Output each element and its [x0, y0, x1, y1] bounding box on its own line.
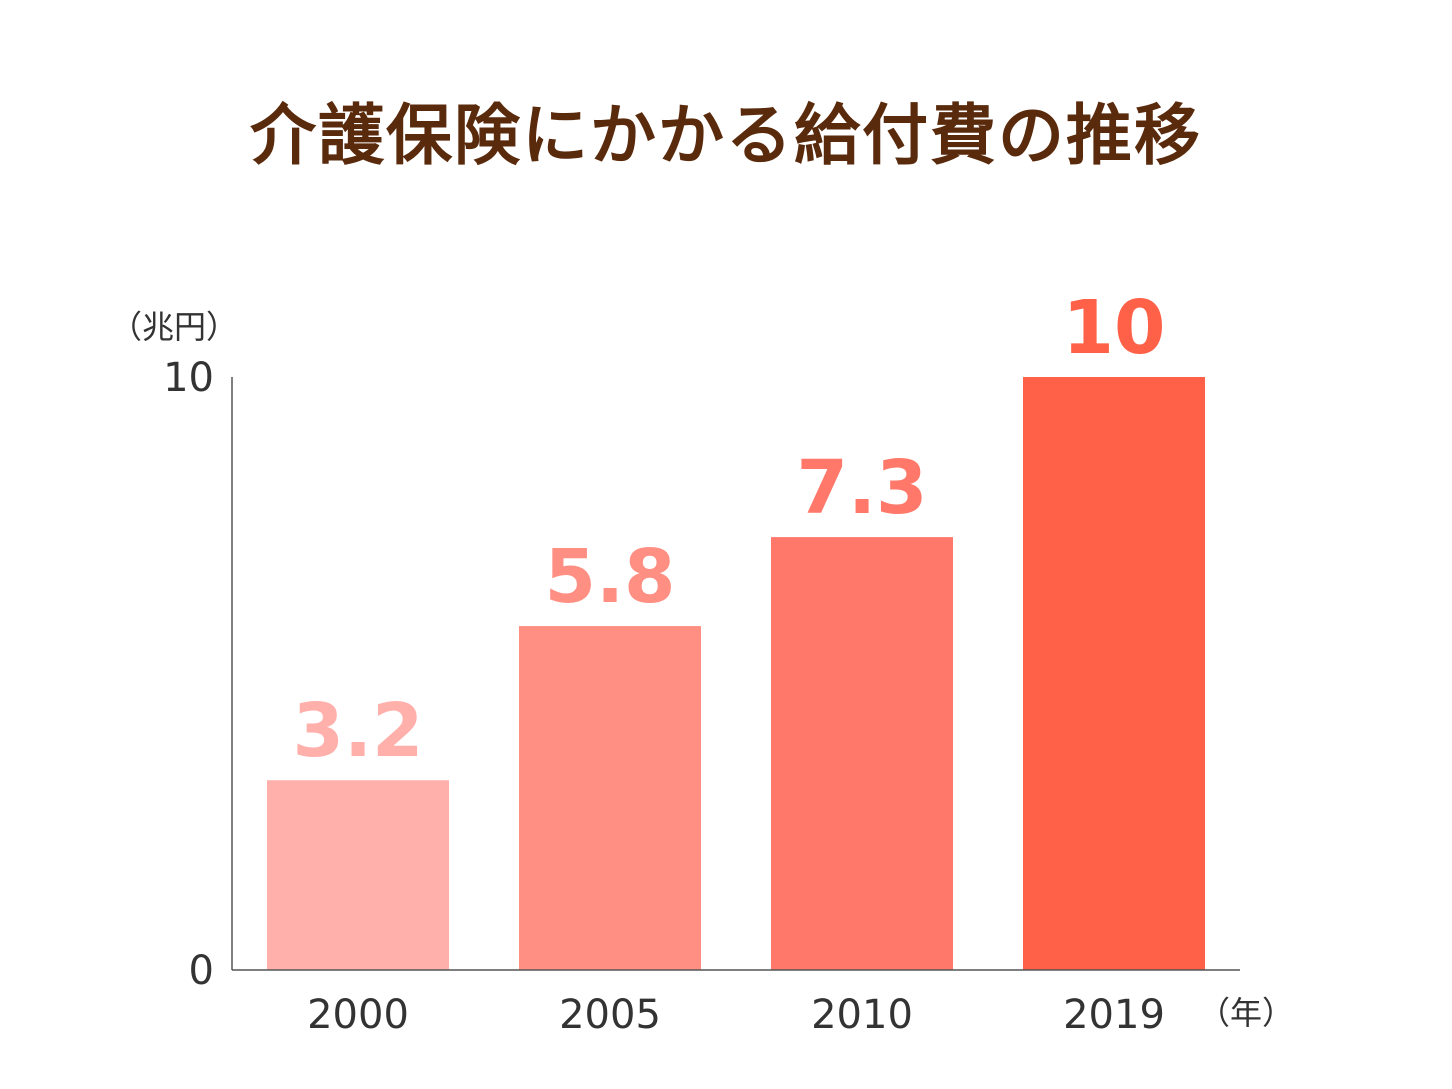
- data-label-2010: 7.3: [796, 445, 927, 531]
- x-tick-label-2005: 2005: [559, 992, 661, 1038]
- x-axis-unit-label: （年）: [1198, 994, 1294, 1032]
- y-tick-label-0: 0: [189, 948, 214, 994]
- bar-2019: [1023, 377, 1205, 970]
- bar-2005: [519, 626, 701, 970]
- x-tick-label-2019: 2019: [1063, 992, 1165, 1038]
- chart-title: 介護保険にかかる給付費の推移: [250, 97, 1202, 174]
- data-label-2005: 5.8: [544, 534, 675, 620]
- y-tick-labels-group: 0 10: [163, 355, 214, 994]
- x-tick-label-2010: 2010: [811, 992, 913, 1038]
- data-label-2000: 3.2: [292, 688, 423, 774]
- y-tick-label-10: 10: [163, 355, 214, 401]
- y-axis-unit-label: （兆円）: [110, 308, 238, 346]
- bar-2010: [771, 537, 953, 970]
- data-labels-group: 3.2 5.8 7.3 10: [292, 285, 1165, 774]
- bar-2000: [267, 780, 449, 970]
- x-tick-label-2000: 2000: [307, 992, 409, 1038]
- bars-group: [267, 377, 1205, 970]
- data-label-2019: 10: [1063, 285, 1166, 371]
- x-tick-labels-group: 2000 2005 2010 2019: [307, 992, 1165, 1038]
